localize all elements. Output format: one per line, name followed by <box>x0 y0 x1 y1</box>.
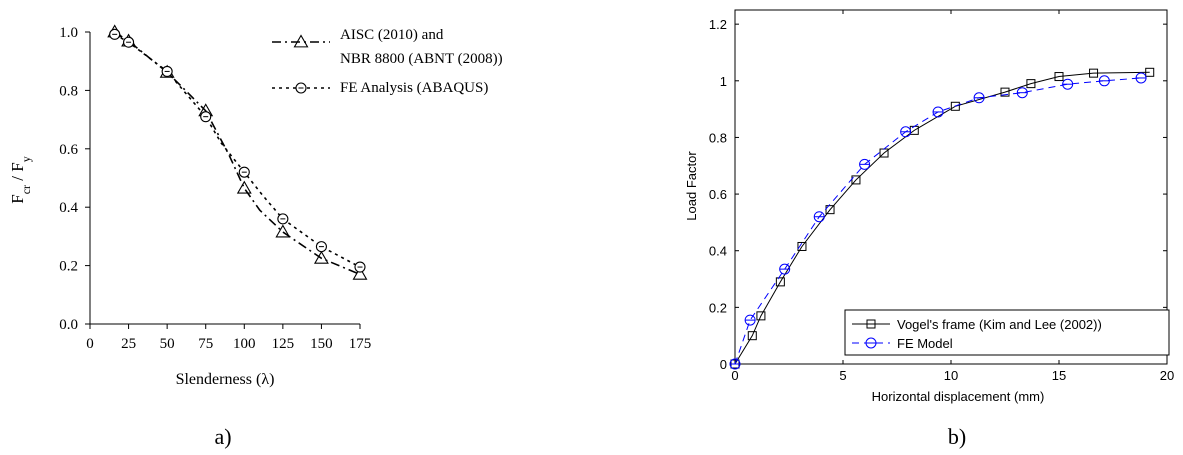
data-point-b-0 <box>775 277 785 287</box>
data-point-b-0 <box>950 101 960 111</box>
legend-b: Vogel's frame (Kim and Lee (2002)) FE Mod… <box>852 317 1102 351</box>
y-tick-label-a: 0.0 <box>59 317 78 333</box>
series-line-b-1 <box>734 77 1142 365</box>
legend-marker-b-1 <box>865 337 877 349</box>
legend-label-a-0: NBR 8800 (ABNT (2008)) <box>340 51 503 67</box>
y-tick-label-b: 0.8 <box>709 130 727 145</box>
data-point-a-0 <box>313 250 329 264</box>
y-tick-label-a: 0.6 <box>59 142 78 158</box>
y-tick-label-b: 1 <box>720 74 727 89</box>
legend-b-box <box>844 309 1170 356</box>
y-tick-label-b: 0 <box>720 357 727 372</box>
x-tick-label-a: 0 <box>86 336 94 352</box>
y-tick-label-a: 1.0 <box>59 25 78 41</box>
data-point-b-1 <box>1098 75 1110 87</box>
y-axis-label-b: Load Factor <box>684 151 699 221</box>
panel-label-a: a) <box>214 424 231 449</box>
y-tick-label-b: 0.6 <box>709 187 727 202</box>
chart-panel-a: 0 25 50 75 100 125 150 175 0.0 0.2 0.4 0.6 0.8 1.0 AI… <box>8 24 503 449</box>
x-axis-label-a: Slenderness (λ) <box>176 371 275 388</box>
data-point-a-1 <box>354 261 366 273</box>
data-point-b-0 <box>747 331 757 341</box>
x-tick-label-a: 150 <box>310 336 333 352</box>
y-axis-label-a: Fcr / Fy <box>8 156 33 204</box>
data-point-a-1 <box>200 111 212 123</box>
series-line-a-0 <box>114 31 361 276</box>
legend-marker-a-0 <box>293 34 309 48</box>
x-tick-label-b: 20 <box>1160 368 1174 383</box>
data-point-a-0 <box>236 180 252 194</box>
legend-marker-a-1 <box>295 82 307 94</box>
data-point-a-0 <box>275 224 291 238</box>
y-tick-label-a: 0.2 <box>59 259 78 275</box>
legend-label-a-0: AISC (2010) and <box>340 27 444 43</box>
data-point-b-0 <box>1026 79 1036 89</box>
data-point-a-1 <box>123 36 135 48</box>
y-tick-label-a: 0.4 <box>59 200 78 216</box>
data-point-a-0 <box>352 266 368 280</box>
x-tick-label-a: 125 <box>272 336 295 352</box>
x-tick-label-a: 50 <box>160 336 175 352</box>
data-point-b-0 <box>1089 68 1099 78</box>
x-tick-label-b: 10 <box>944 368 958 383</box>
x-tick-label-a: 175 <box>349 336 372 352</box>
data-point-b-1 <box>932 106 944 118</box>
x-tick-label-a: 75 <box>198 336 213 352</box>
data-point-b-1 <box>744 314 756 326</box>
data-point-b-1 <box>1062 78 1074 90</box>
y-tick-label-a: 0.8 <box>59 83 78 99</box>
x-tick-label-b: 0 <box>731 368 738 383</box>
chart-panel-b: 0 5 10 15 20 0 0.2 0.4 0.6 0.8 1 1.2 Vogel's frame … <box>684 9 1174 449</box>
x-tick-label-a: 25 <box>121 336 136 352</box>
data-point-b-0 <box>797 241 807 251</box>
data-point-b-0 <box>1145 67 1155 77</box>
x-tick-label-a: 100 <box>233 336 256 352</box>
data-point-b-0 <box>756 311 766 321</box>
y-tick-label-b: 0.4 <box>709 244 727 259</box>
panel-label-b: b) <box>948 424 966 449</box>
data-point-b-1 <box>813 211 825 223</box>
x-axis-label-b: Horizontal displacement (mm) <box>872 389 1045 404</box>
data-point-a-1 <box>109 28 121 40</box>
data-point-a-1 <box>277 213 289 225</box>
legend-a: AISC (2010) and NBR 8800 (ABNT (2008)) FE … <box>272 27 503 96</box>
data-point-b-1 <box>729 358 741 370</box>
data-point-b-1 <box>779 263 791 275</box>
x-tick-label-b: 5 <box>839 368 846 383</box>
data-point-b-0 <box>1054 72 1064 82</box>
data-point-b-0 <box>825 205 835 215</box>
data-point-b-1 <box>859 158 871 170</box>
legend-label-a-1: FE Analysis (ABAQUS) <box>340 80 488 96</box>
series-line-b-0 <box>734 71 1150 365</box>
data-point-b-0 <box>1000 87 1010 97</box>
data-point-b-1 <box>1135 72 1147 84</box>
legend-label-b-1: FE Model <box>897 336 953 351</box>
x-tick-label-b: 15 <box>1052 368 1066 383</box>
y-tick-label-b: 0.2 <box>709 300 727 315</box>
data-point-b-1 <box>973 92 985 104</box>
data-point-b-1 <box>900 126 912 138</box>
data-point-b-1 <box>1016 87 1028 99</box>
data-point-a-1 <box>315 241 327 253</box>
y-tick-label-b: 1.2 <box>709 17 727 32</box>
legend-marker-b-0 <box>866 319 876 329</box>
data-point-b-0 <box>851 175 861 185</box>
data-point-a-1 <box>238 166 250 178</box>
legend-label-b-0: Vogel's frame (Kim and Lee (2002)) <box>897 317 1102 332</box>
series-line-a-1 <box>114 33 361 268</box>
data-point-a-1 <box>161 65 173 77</box>
